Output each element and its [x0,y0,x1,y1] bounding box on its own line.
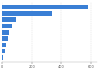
Bar [2,36,8,41]
Bar [2,17,16,22]
Bar [2,55,4,60]
Bar [2,43,6,47]
Bar [2,5,88,9]
Bar [2,24,12,28]
Bar [2,30,9,35]
Bar [2,11,52,16]
Bar [2,49,5,53]
